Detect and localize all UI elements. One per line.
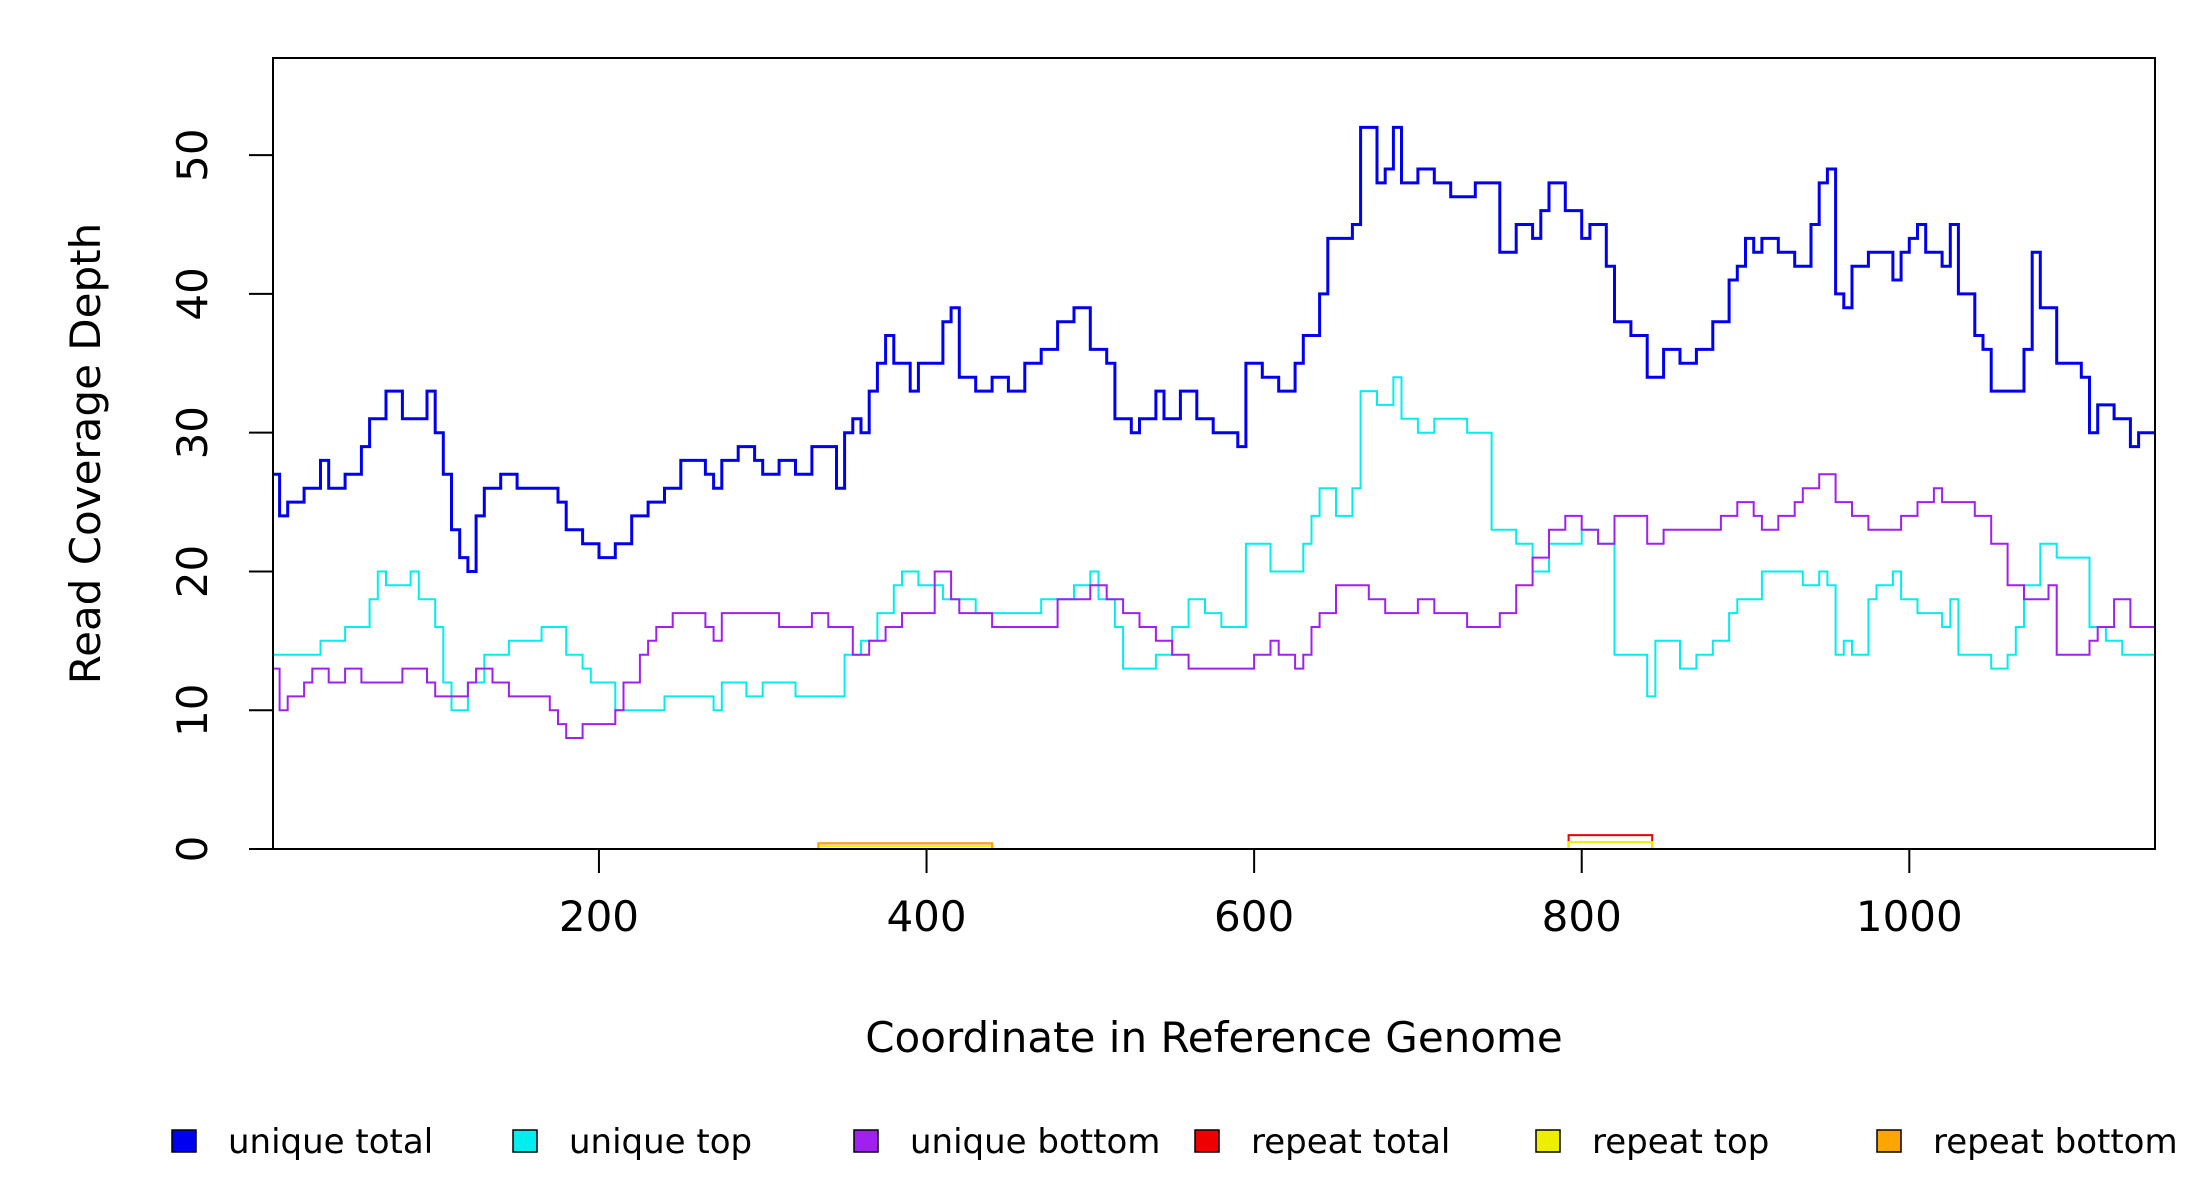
- series-line-unique-total: [273, 125, 2155, 573]
- x-tick-label: 1000: [1856, 892, 1963, 941]
- legend-label: unique top: [569, 1122, 752, 1162]
- y-axis-title: Read Coverage Depth: [61, 223, 110, 684]
- series-line-unique-bottom: [273, 473, 2155, 739]
- legend-swatch: [171, 1129, 197, 1153]
- y-tick-label: 10: [168, 684, 217, 737]
- legend-swatch: [1876, 1129, 1902, 1153]
- series-line-repeat-total: [273, 834, 2155, 850]
- series-line-repeat-top: [273, 841, 2155, 850]
- legend: unique total unique top unique bottom repea…: [171, 1122, 2178, 1162]
- legend-swatch: [1194, 1129, 1220, 1153]
- y-tick-label: 30: [168, 406, 217, 459]
- legend-swatch: [853, 1129, 879, 1153]
- y-tick-label: 20: [168, 545, 217, 598]
- legend-swatch: [1535, 1129, 1561, 1153]
- legend-label: unique total: [228, 1122, 433, 1162]
- legend-label: repeat top: [1592, 1122, 1769, 1162]
- x-axis-title: Coordinate in Reference Genome: [865, 1013, 1563, 1062]
- x-tick-label: 600: [1214, 892, 1294, 941]
- y-tick-label: 50: [168, 128, 217, 181]
- y-tick-label: 0: [168, 836, 217, 863]
- series-line-unique-top: [273, 376, 2155, 712]
- legend-label: repeat total: [1251, 1122, 1450, 1162]
- plot-frame: [272, 57, 2156, 850]
- legend-swatch: [512, 1129, 538, 1153]
- legend-label: unique bottom: [910, 1122, 1160, 1162]
- legend-label: repeat bottom: [1933, 1122, 2178, 1162]
- axes-layer: 200 400 600 800 1000 0 10 20 30 40 50: [168, 128, 1963, 941]
- y-tick-label: 40: [168, 267, 217, 320]
- series-layer: [273, 125, 2155, 850]
- x-tick-label: 400: [886, 892, 966, 941]
- x-tick-label: 800: [1542, 892, 1622, 941]
- x-tick-label: 200: [559, 892, 639, 941]
